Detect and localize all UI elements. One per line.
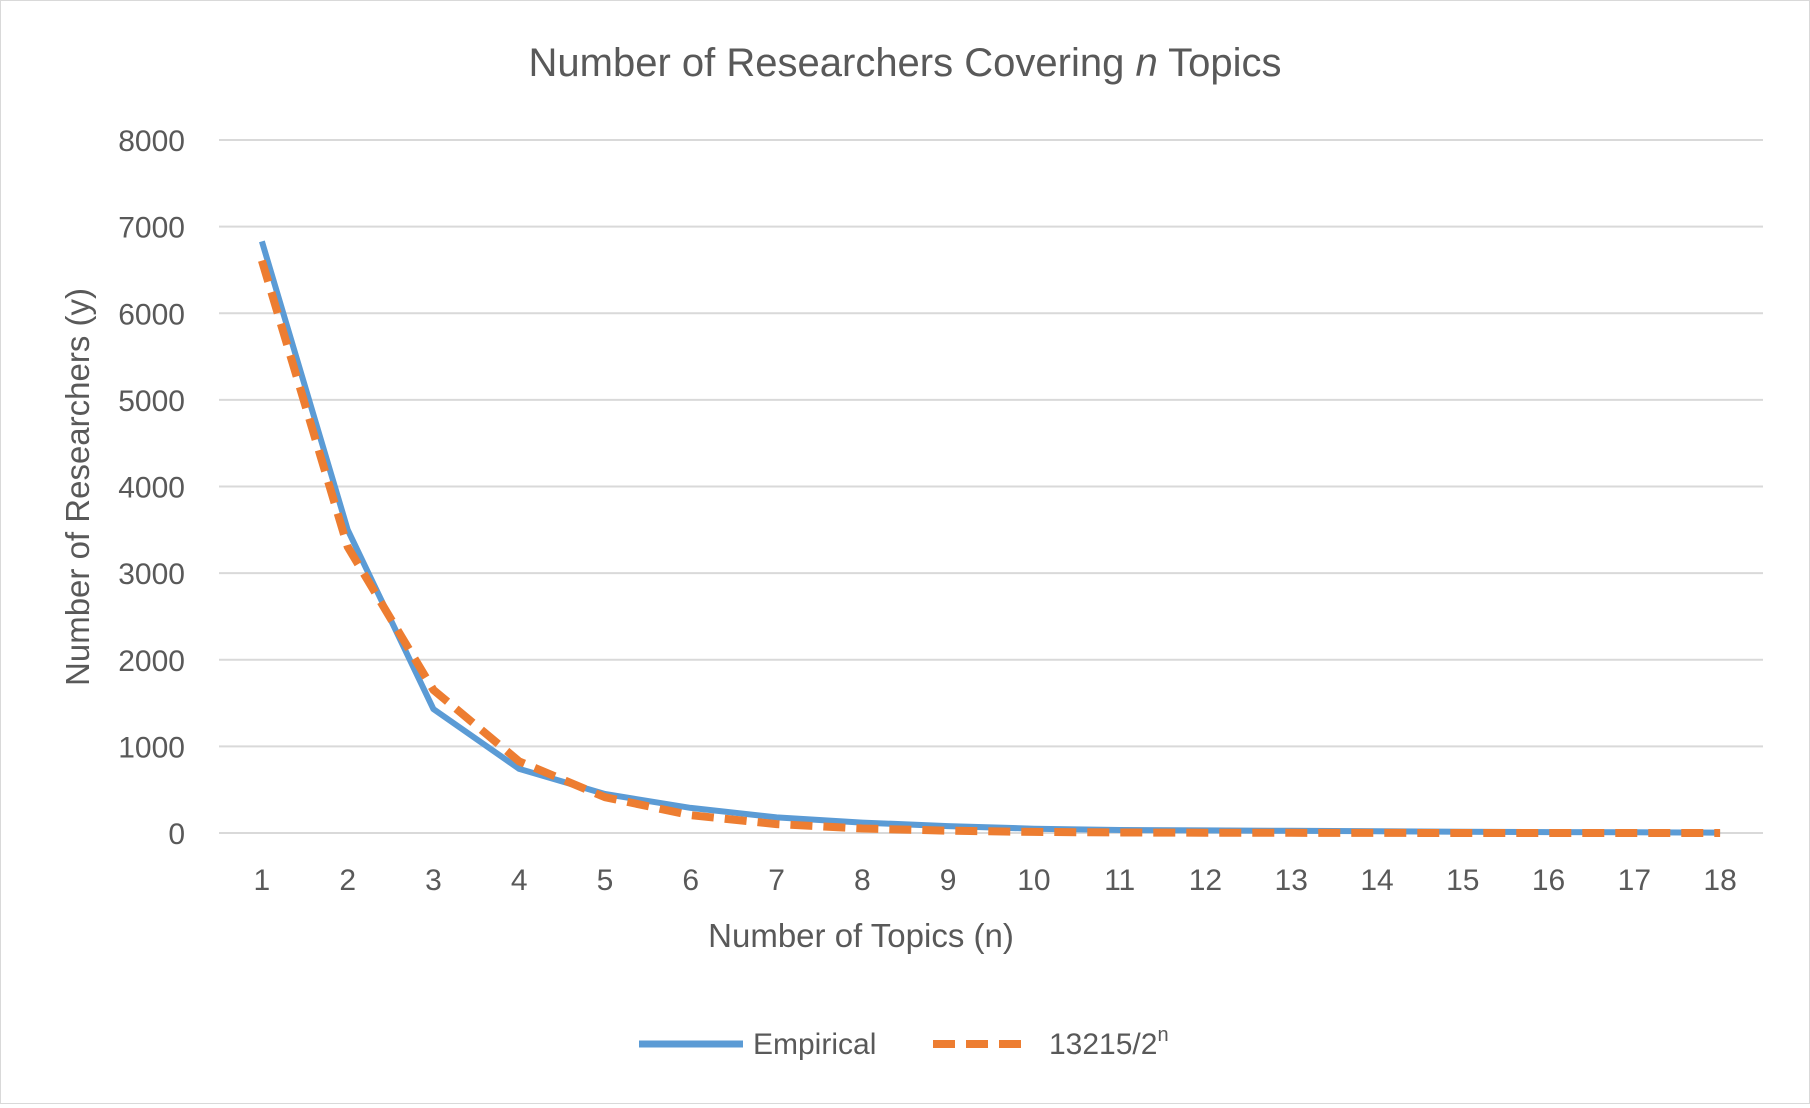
x-tick-label: 11: [1104, 864, 1135, 897]
x-axis-ticks: 1 2 3 4 5 6 7 8 9 10 11 12 13 14 15 16 17 18: [254, 864, 1737, 897]
y-tick-label: 2000: [118, 645, 185, 678]
y-tick-label: 4000: [118, 472, 185, 505]
x-tick-label: 8: [854, 864, 871, 897]
y-axis-ticks: 0 1000 2000 3000 4000 5000 6000 7000 8000: [118, 125, 185, 851]
y-tick-label: 8000: [118, 125, 185, 158]
x-tick-label: 2: [339, 864, 356, 897]
legend-label-formula: 13215/2n: [1049, 1024, 1169, 1061]
y-tick-label: 1000: [118, 731, 185, 764]
legend: Empirical 13215/2n: [639, 1024, 1169, 1061]
plot-series: [258, 240, 1721, 837]
y-tick-label: 3000: [118, 558, 185, 591]
x-tick-label: 12: [1189, 864, 1222, 897]
x-tick-label: 14: [1360, 864, 1393, 897]
gridlines: [219, 139, 1763, 834]
y-tick-label: 6000: [118, 298, 185, 331]
x-tick-label: 13: [1275, 864, 1308, 897]
x-tick-label: 7: [768, 864, 785, 897]
chart-title: Number of Researchers Covering n Topics: [529, 41, 1282, 85]
x-tick-label: 18: [1703, 864, 1736, 897]
x-tick-label: 10: [1017, 864, 1050, 897]
y-axis-title: Number of Researchers (y): [59, 288, 96, 686]
y-tick-label: 0: [168, 818, 185, 851]
x-tick-label: 17: [1618, 864, 1651, 897]
x-tick-label: 15: [1446, 864, 1479, 897]
x-tick-label: 1: [254, 864, 271, 897]
x-tick-label: 3: [425, 864, 442, 897]
x-tick-label: 5: [597, 864, 614, 897]
legend-label-empirical: Empirical: [753, 1028, 876, 1061]
series-line-empirical: [259, 240, 1721, 836]
x-tick-label: 4: [511, 864, 528, 897]
series-line-formula: [258, 259, 1721, 837]
x-tick-label: 6: [682, 864, 699, 897]
x-tick-label: 16: [1532, 864, 1565, 897]
y-tick-label: 7000: [118, 212, 185, 245]
x-axis-title: Number of Topics (n): [708, 917, 1014, 954]
y-tick-label: 5000: [118, 385, 185, 418]
x-tick-label: 9: [940, 864, 957, 897]
